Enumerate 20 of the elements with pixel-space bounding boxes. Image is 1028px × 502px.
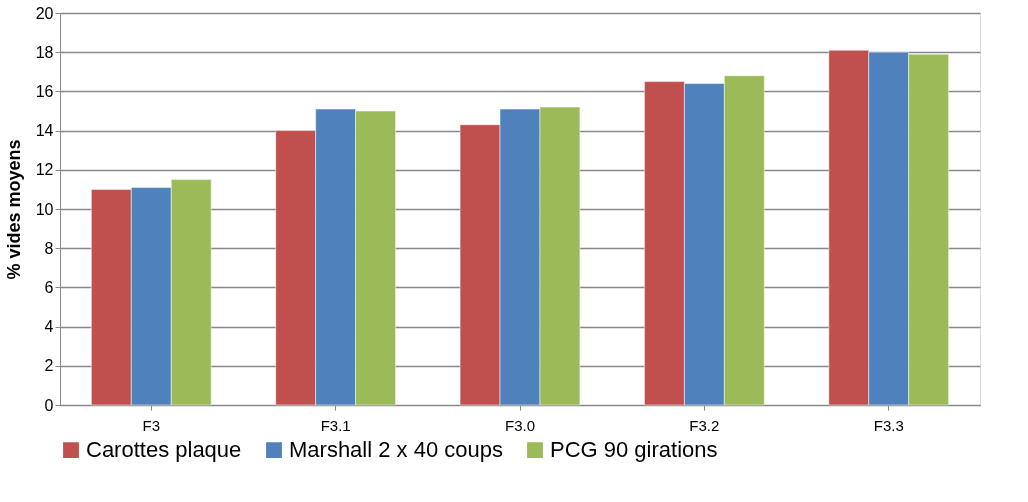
x-tick-label: F3.0: [504, 416, 536, 434]
y-tick-label: 10: [35, 200, 54, 218]
x-tick-label: F3.3: [873, 416, 904, 434]
legend-label: Carottes plaque: [86, 437, 242, 463]
y-tick-label: 14: [35, 122, 54, 140]
y-tick-label: 0: [44, 396, 54, 414]
legend-label: PCG 90 girations: [550, 437, 718, 463]
y-tick-label: 18: [35, 43, 54, 61]
y-tick-label: 8: [44, 239, 54, 257]
y-tick-label: 20: [35, 4, 54, 22]
x-tick-label: F3: [142, 416, 161, 434]
y-tick-label: 4: [44, 318, 54, 336]
y-tick-label: 12: [35, 161, 54, 179]
legend-label: Marshall 2 x 40 coups: [289, 437, 503, 463]
y-tick-label: 16: [35, 82, 54, 100]
x-tick-label: F3.1: [320, 416, 351, 434]
x-tick-label: F3.2: [689, 416, 720, 434]
y-tick-label: 2: [44, 357, 54, 375]
y-tick-label: 6: [44, 278, 54, 296]
y-axis-title: % vides moyens: [3, 139, 24, 280]
